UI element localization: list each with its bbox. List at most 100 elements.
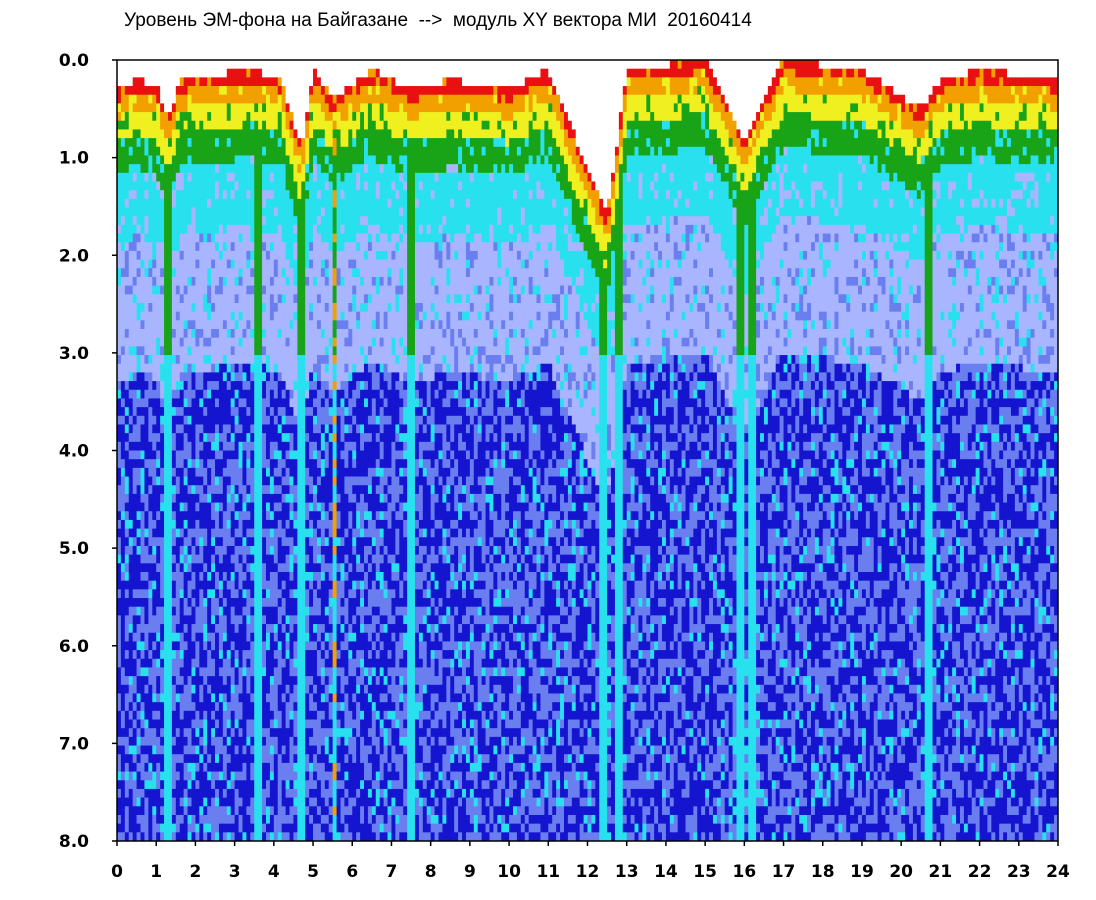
heat-cell	[313, 545, 318, 556]
heat-cell	[191, 736, 196, 746]
heat-cell	[218, 667, 224, 677]
heat-cell	[305, 164, 310, 174]
heat-cell	[301, 528, 306, 538]
heat-cell	[301, 294, 306, 304]
heat-cell	[140, 641, 145, 651]
heat-cell	[289, 68, 294, 78]
heat-cell	[148, 537, 153, 547]
heat-cell	[309, 294, 314, 304]
heat-cell	[207, 441, 212, 451]
heat-cell	[179, 155, 185, 165]
heat-cell	[160, 728, 165, 738]
heat-cell	[246, 519, 251, 529]
heat-cell	[320, 294, 326, 304]
heat-cell	[222, 398, 228, 408]
heat-cell	[309, 528, 314, 538]
heat-cell	[132, 320, 137, 330]
heat-cell	[136, 268, 141, 278]
heat-cell	[285, 129, 290, 139]
heat-cell	[273, 632, 279, 642]
heat-cell	[183, 329, 188, 339]
heat-cell	[218, 433, 224, 443]
heat-cell	[301, 736, 306, 746]
heat-cell	[320, 780, 326, 790]
heat-cell	[132, 363, 137, 373]
heat-cell	[265, 485, 271, 495]
heat-cell	[285, 693, 290, 703]
heat-cell	[313, 86, 318, 96]
heat-cell	[238, 719, 243, 729]
heat-cell	[273, 728, 279, 738]
heat-cell	[195, 519, 200, 529]
heat-cell	[305, 441, 310, 451]
heat-cell	[332, 250, 337, 260]
heat-cell	[269, 667, 275, 677]
heat-cell	[215, 329, 220, 339]
heat-cell	[281, 363, 286, 373]
heat-cell	[309, 667, 314, 677]
heat-cell	[152, 537, 157, 547]
heat-cell	[269, 424, 275, 434]
heat-cell	[128, 181, 134, 191]
heat-cell	[152, 814, 157, 825]
heat-cell	[164, 814, 169, 825]
heat-cell	[179, 571, 185, 582]
heat-cell	[285, 103, 290, 113]
heat-cell	[320, 641, 326, 651]
heat-cell	[171, 832, 177, 842]
heat-cell	[226, 780, 232, 790]
heat-cell	[238, 736, 243, 746]
heat-cell	[160, 164, 165, 174]
heat-cell	[281, 780, 286, 790]
heat-cell	[195, 268, 200, 278]
heat-cell	[164, 94, 169, 104]
heat-cell	[218, 68, 224, 78]
heat-cell	[309, 780, 314, 790]
heat-cell	[281, 814, 286, 825]
heat-cell	[242, 624, 247, 634]
heat-cell	[309, 467, 314, 477]
heat-cell	[132, 528, 137, 538]
heat-cell	[258, 519, 263, 529]
heat-cell	[128, 112, 134, 122]
heat-cell	[234, 624, 239, 634]
heat-cell	[246, 294, 251, 304]
heat-cell	[234, 511, 239, 521]
heat-cell	[273, 424, 279, 434]
heat-cell	[277, 563, 283, 573]
heat-cell	[160, 77, 165, 87]
heat-cell	[262, 207, 267, 217]
heat-cell	[226, 164, 232, 174]
heat-cell	[313, 589, 318, 599]
heat-cell	[218, 641, 224, 651]
heat-cell	[332, 77, 337, 87]
heat-cell	[320, 762, 326, 772]
heat-cell	[246, 155, 251, 165]
heat-cell	[160, 441, 165, 451]
heat-cell	[258, 346, 263, 356]
heat-cell	[120, 424, 126, 434]
heat-cell	[285, 563, 290, 573]
heat-cell	[316, 346, 322, 356]
heat-cell	[277, 771, 283, 781]
heat-cell	[218, 450, 224, 460]
heat-cell	[297, 580, 302, 590]
heat-cell	[211, 94, 216, 104]
heat-cell	[316, 589, 322, 599]
heat-cell	[242, 606, 247, 616]
heat-cell	[140, 719, 145, 729]
heat-cell	[171, 268, 177, 278]
heat-cell	[187, 710, 192, 720]
heat-cell	[250, 606, 255, 616]
heat-cell	[124, 233, 130, 243]
heat-cell	[160, 745, 165, 755]
heat-cell	[215, 276, 220, 287]
heat-cell	[222, 728, 228, 738]
heat-cell	[262, 311, 267, 321]
heat-cell	[324, 511, 330, 521]
heat-cell	[156, 788, 161, 799]
heat-cell	[316, 580, 322, 590]
heat-cell	[269, 112, 275, 122]
heat-cell	[285, 780, 290, 790]
heat-cell	[328, 615, 334, 625]
